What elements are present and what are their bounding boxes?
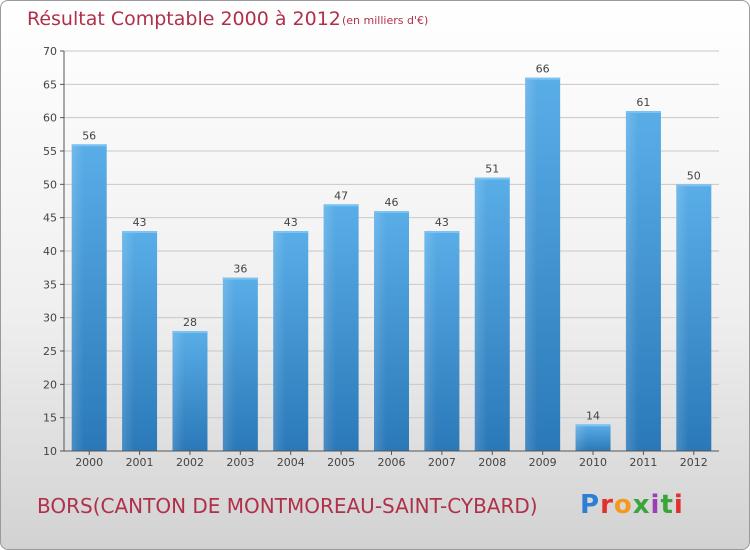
bar-highlight — [625, 111, 639, 451]
chart-title: Résultat Comptable 2000 à 2012 — [27, 8, 341, 30]
bar-top-edge — [374, 211, 409, 213]
data-label: 50 — [687, 169, 701, 182]
y-tick-label: 35 — [43, 278, 57, 291]
bar-highlight — [525, 77, 538, 452]
x-tick-label: 2000 — [75, 456, 103, 469]
x-tick-label: 2012 — [680, 456, 708, 469]
data-label: 28 — [183, 316, 197, 329]
data-label: 43 — [133, 216, 147, 229]
data-label: 43 — [284, 216, 298, 229]
bar-highlight — [323, 204, 336, 451]
x-tick-label: 2006 — [378, 456, 406, 469]
data-label: 14 — [586, 409, 600, 422]
y-tick-label: 70 — [43, 45, 57, 58]
bar-top-edge — [122, 231, 158, 233]
bar-highlight — [676, 184, 689, 452]
bar-highlight — [172, 331, 185, 451]
data-label: 46 — [385, 196, 399, 209]
x-tick-label: 2010 — [579, 456, 607, 469]
data-label: 43 — [435, 216, 449, 229]
bar-highlight — [575, 424, 588, 451]
y-tick-label: 55 — [43, 145, 57, 158]
bar-top-edge — [71, 144, 107, 147]
x-tick-label: 2001 — [126, 456, 154, 469]
x-tick-label: 2005 — [327, 456, 355, 469]
y-tick-label: 15 — [43, 412, 57, 425]
x-tick-label: 2007 — [428, 456, 456, 469]
y-tick-label: 30 — [43, 312, 57, 325]
axis-layer: 10 15 20 25 30 35 40 45 50 55 60 65 70 2000 2001 2002 20… — [43, 45, 719, 469]
labels-layer: 56 43 28 36 43 47 46 43 51 66 14 61 50 — [82, 63, 701, 423]
bar-top-edge — [273, 231, 309, 233]
bar-top-edge — [222, 277, 258, 280]
bars-layer — [71, 77, 712, 452]
data-label: 56 — [82, 129, 96, 142]
data-label: 47 — [334, 189, 348, 202]
x-tick-label: 2002 — [176, 456, 204, 469]
bar-highlight — [273, 231, 286, 451]
commune-name: BORS(CANTON DE MONTMOREAU-SAINT-CYBARD) — [37, 494, 538, 518]
x-tick-label: 2011 — [629, 456, 657, 469]
x-tick-label: 2004 — [277, 456, 305, 469]
data-label: 61 — [636, 96, 650, 109]
bar-top-edge — [474, 177, 510, 180]
data-label: 51 — [485, 163, 499, 176]
y-tick-label: 65 — [43, 78, 57, 91]
x-tick-label: 2008 — [478, 456, 506, 469]
x-tick-label: 2003 — [226, 456, 254, 469]
bar-top-edge — [323, 204, 359, 207]
proxiti-logo: Proxiti — [580, 490, 684, 520]
bar-top-edge — [172, 331, 208, 333]
y-tick-label: 40 — [43, 245, 57, 258]
bar-highlight — [424, 231, 437, 451]
bar-highlight — [474, 177, 488, 451]
bar-highlight — [71, 144, 84, 452]
bar-highlight — [122, 231, 135, 451]
data-label: 36 — [233, 263, 247, 276]
bar-top-edge — [525, 77, 561, 80]
x-tick-label: 2009 — [529, 456, 557, 469]
bar-top-edge — [424, 231, 460, 233]
bar-top-edge — [575, 424, 611, 427]
y-tick-label: 45 — [43, 212, 57, 225]
bar-top-edge — [625, 111, 661, 113]
y-tick-label: 50 — [43, 178, 57, 191]
bar-highlight — [374, 211, 387, 451]
y-tick-label: 20 — [43, 378, 57, 391]
data-label: 66 — [536, 63, 550, 76]
chart-unit: (en milliers d'€) — [342, 14, 429, 27]
y-tick-label: 25 — [43, 345, 57, 358]
bar-top-edge — [676, 184, 712, 187]
y-tick-label: 10 — [43, 445, 57, 458]
y-tick-label: 60 — [43, 112, 57, 125]
bar-highlight — [222, 277, 236, 451]
